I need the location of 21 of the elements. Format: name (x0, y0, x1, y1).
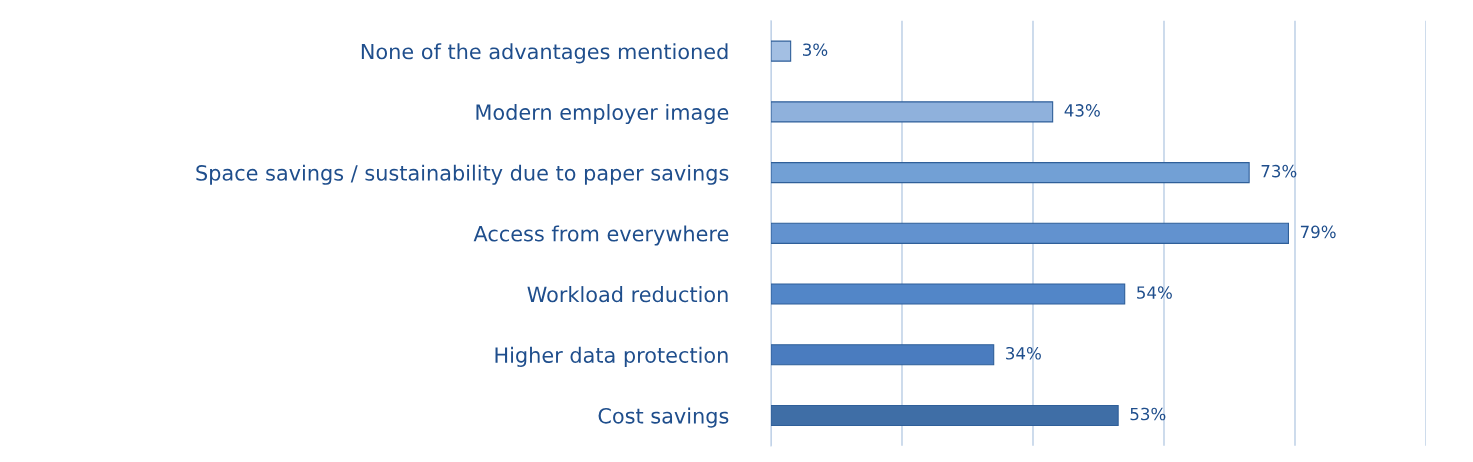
data-label: 34% (1006, 346, 1041, 360)
bar (771, 404, 1119, 427)
bar (771, 283, 1126, 305)
bar (771, 101, 1054, 123)
y-tick-label: Access from everywhere (473, 225, 729, 246)
y-tick-label: Workload reduction (527, 286, 728, 303)
y-tick-label: Higher data protection (495, 346, 728, 367)
data-label: 79% (1300, 225, 1336, 239)
data-label: 3% (803, 43, 828, 56)
y-tick-label: Space savings / sustainability due to paper savings (196, 164, 729, 185)
data-label: 54% (1137, 286, 1172, 299)
bar (771, 344, 995, 366)
data-label: 73% (1261, 164, 1297, 178)
bar (771, 222, 1290, 244)
y-tick-label: Cost savings (598, 407, 729, 428)
y-tick-label: None of the advantages mentioned (361, 43, 728, 64)
y-tick-label: Modern employer image (476, 103, 729, 125)
data-label: 53% (1130, 407, 1166, 421)
bar (771, 162, 1250, 184)
data-label: 43% (1064, 104, 1100, 117)
bar (771, 40, 792, 62)
